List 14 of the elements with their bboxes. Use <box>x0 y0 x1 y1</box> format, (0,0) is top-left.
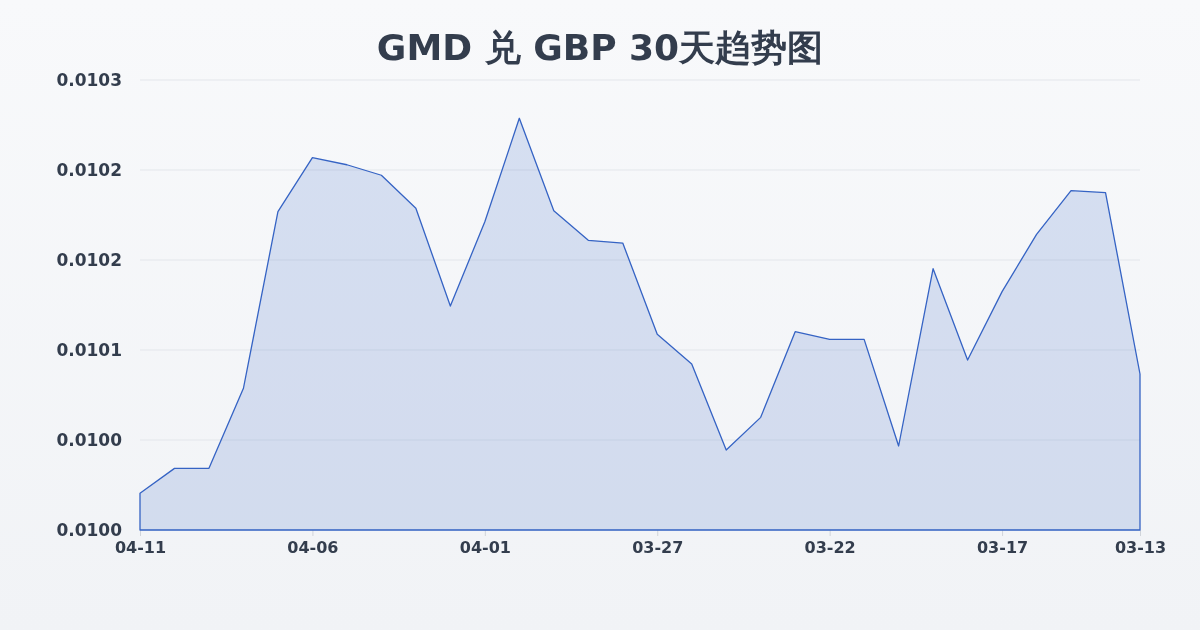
x-tick-label: 04-06 <box>287 538 339 558</box>
y-tick-label: 0.0100 <box>56 429 123 450</box>
chart-title: GMD 兑 GBP 30天趋势图 <box>376 27 824 68</box>
x-tick-label: 03-13 <box>1114 538 1167 558</box>
x-tick-label: 03-22 <box>804 538 856 558</box>
y-tick-label: 0.0102 <box>56 249 122 270</box>
y-tick-label: 0.0100 <box>56 519 123 540</box>
y-tick-label: 0.0101 <box>56 339 122 360</box>
x-tick-label: 03-17 <box>976 538 1029 558</box>
x-tick-label: 04-11 <box>114 538 167 558</box>
x-tick-label: 04-01 <box>459 538 511 558</box>
x-tick-label: 03-27 <box>632 538 684 558</box>
y-tick-label: 0.0103 <box>56 69 122 90</box>
y-tick-label: 0.0102 <box>56 159 122 180</box>
